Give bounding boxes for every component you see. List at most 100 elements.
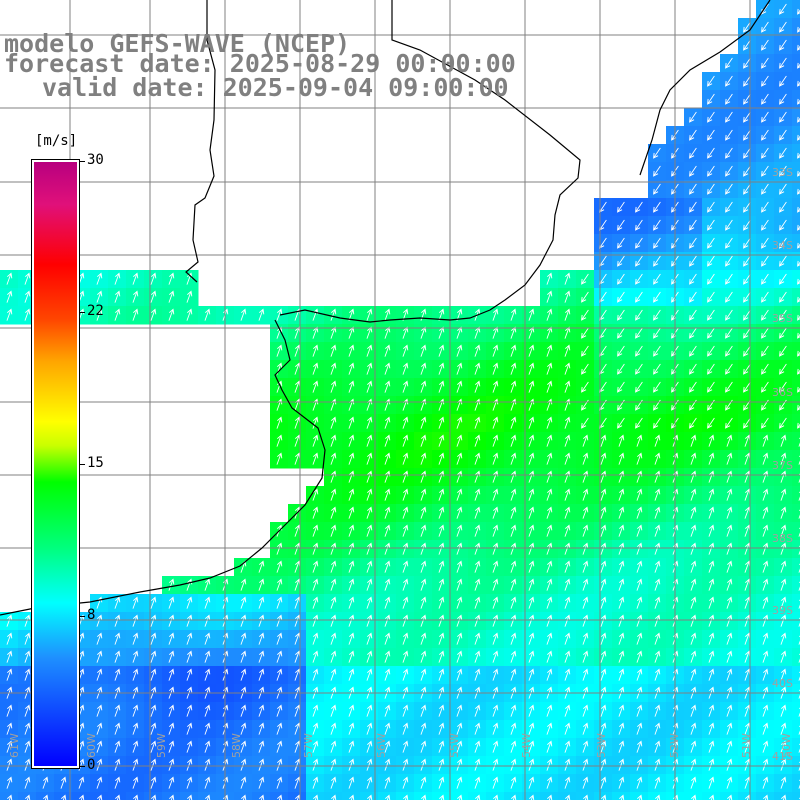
wind-arrow — [743, 363, 751, 375]
wind-arrow — [420, 740, 427, 753]
wind-arrow — [240, 776, 247, 789]
wind-arrow — [690, 704, 697, 717]
wind-arrow — [780, 578, 787, 591]
wind-cell — [792, 648, 800, 667]
wind-arrow — [565, 794, 571, 800]
wind-arrow — [779, 111, 787, 123]
wind-arrow — [690, 650, 697, 663]
model-title: modelo GEFS-WAVE (NCEP) — [4, 29, 351, 58]
wind-arrow — [348, 542, 355, 555]
wind-arrow — [204, 758, 211, 771]
wind-arrow — [653, 201, 661, 213]
wind-arrow — [617, 381, 625, 393]
wind-arrow — [635, 363, 643, 375]
latitude-label: 41S — [772, 750, 793, 763]
wind-arrow — [779, 57, 787, 69]
wind-arrow — [779, 255, 787, 267]
wind-arrow — [582, 650, 589, 663]
wind-arrow — [582, 758, 589, 771]
wind-arrow — [725, 327, 733, 339]
wind-arrow — [725, 237, 733, 249]
wind-arrow — [761, 291, 769, 303]
wind-arrow — [582, 542, 589, 555]
wind-arrow — [510, 614, 517, 627]
wind-arrow — [420, 758, 427, 771]
wind-arrow — [402, 614, 409, 627]
wind-arrow — [635, 417, 643, 429]
wind-arrow — [726, 758, 733, 771]
wind-arrow — [689, 273, 697, 285]
wind-arrow — [581, 345, 589, 357]
wind-arrow — [330, 542, 337, 555]
wind-arrow — [240, 632, 247, 645]
wind-arrow — [618, 668, 625, 681]
wind-arrow — [654, 506, 661, 519]
wind-arrow — [761, 327, 769, 339]
wind-arrow — [546, 650, 553, 663]
wind-arrow — [330, 758, 337, 771]
wind-arrow — [24, 758, 31, 771]
wind-cell — [792, 378, 800, 397]
wind-arrow — [241, 794, 247, 800]
wind-arrow — [312, 776, 319, 789]
wind-arrow — [492, 326, 499, 339]
wind-arrow — [564, 758, 571, 771]
wind-arrow — [617, 255, 625, 267]
wind-arrow — [762, 758, 769, 771]
wind-arrow — [150, 704, 157, 717]
wind-arrow — [186, 308, 193, 321]
coastline-north — [185, 0, 216, 283]
wind-arrow — [348, 740, 355, 753]
wind-arrow — [725, 219, 733, 231]
wind-arrow — [797, 242, 800, 249]
wind-arrow — [204, 722, 211, 735]
wind-arrow — [384, 632, 391, 645]
wind-arrow — [690, 434, 697, 447]
wind-arrow — [546, 506, 553, 519]
wind-cell — [288, 792, 307, 800]
wind-arrow — [204, 704, 211, 717]
latitude-label: 37S — [772, 459, 793, 472]
wind-arrow — [204, 632, 211, 645]
wind-cell — [792, 486, 800, 505]
wind-arrow — [653, 219, 661, 231]
wind-arrow — [510, 560, 517, 573]
wind-arrow — [276, 614, 283, 627]
wind-arrow — [762, 578, 769, 591]
wind-arrow — [258, 758, 265, 771]
wind-arrow — [420, 722, 427, 735]
wind-arrow — [402, 380, 409, 393]
wind-arrow — [618, 650, 625, 663]
wind-arrow — [690, 524, 697, 537]
wind-arrow — [564, 704, 571, 717]
wind-arrow — [726, 452, 733, 465]
wind-arrow — [132, 668, 139, 681]
wind-arrow — [186, 758, 193, 771]
wind-arrow — [654, 542, 661, 555]
wind-arrow — [636, 506, 643, 519]
wind-arrow — [636, 560, 643, 573]
wind-arrow — [24, 308, 31, 321]
wind-arrow — [689, 111, 697, 123]
latitude-label: 39S — [772, 604, 793, 617]
wind-arrow — [546, 542, 553, 555]
wind-arrow — [205, 794, 211, 800]
wind-arrow — [636, 668, 643, 681]
wind-cell — [702, 792, 721, 800]
wind-arrow — [204, 650, 211, 663]
wind-arrow — [510, 380, 517, 393]
wind-arrow — [546, 668, 553, 681]
wind-arrow — [420, 506, 427, 519]
wind-arrow — [689, 165, 697, 177]
wind-arrow — [761, 237, 769, 249]
wind-arrow — [330, 704, 337, 717]
wind-arrow — [492, 308, 499, 321]
wind-arrow — [457, 794, 463, 800]
wind-arrow — [761, 147, 769, 159]
wind-arrow — [708, 452, 715, 465]
wind-arrow — [402, 704, 409, 717]
wind-cell — [792, 18, 800, 37]
wind-arrow — [402, 578, 409, 591]
wind-cell — [468, 792, 487, 800]
wind-arrow — [636, 542, 643, 555]
